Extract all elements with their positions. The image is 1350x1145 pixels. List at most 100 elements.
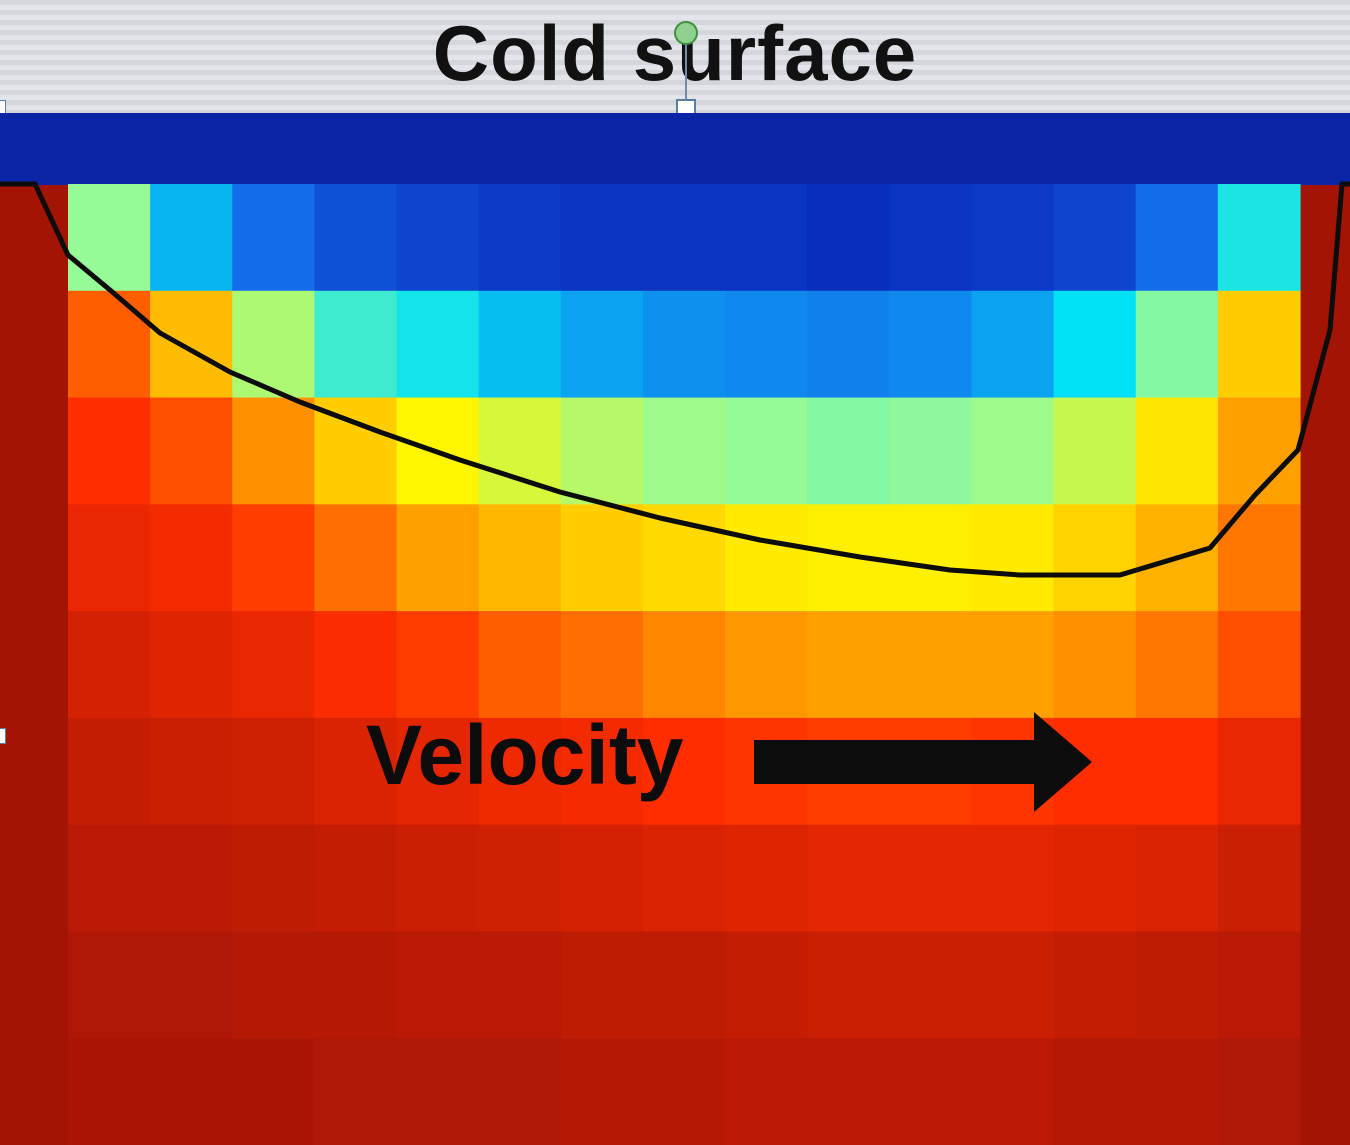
heatmap-cell <box>560 1038 644 1145</box>
heatmap-cell <box>1217 611 1301 719</box>
heatmap-cell <box>1135 397 1219 505</box>
heatmap-cell <box>889 397 973 505</box>
heatmap-cell <box>1053 1038 1137 1145</box>
cold-surface-band <box>0 113 1350 185</box>
heatmap-cell <box>889 1038 973 1145</box>
solidification-front-line <box>0 181 1350 578</box>
heatmap-cell <box>725 1038 808 1145</box>
heatmap-cell <box>1053 290 1137 399</box>
heatmap-cell <box>642 184 726 292</box>
heatmap-cell <box>1135 184 1219 292</box>
heatmap-cell <box>560 184 644 292</box>
heatmap-cell <box>232 1038 315 1145</box>
heatmap-cell <box>68 824 151 933</box>
heatmap-cell <box>642 717 726 826</box>
heatmap-cell <box>971 611 1055 719</box>
heatmap-cell <box>68 1038 151 1145</box>
heatmap-cell <box>642 1038 726 1145</box>
heatmap-cell <box>560 611 644 719</box>
heatmap-cell <box>68 397 151 505</box>
heatmap-cell <box>725 397 808 505</box>
cold-surface-header: Cold surface <box>0 0 1350 119</box>
heatmap-cell <box>642 824 726 933</box>
resize-handle-left-middle-icon[interactable] <box>0 728 6 744</box>
heatmap-cell <box>68 717 151 826</box>
heatmap-cell <box>68 184 151 292</box>
heatmap-cell <box>1053 611 1137 719</box>
heatmap-cell <box>725 931 808 1039</box>
heatmap-cell <box>314 504 398 612</box>
heatmap-cell <box>1217 1038 1301 1145</box>
heatmap-cell <box>1053 931 1137 1039</box>
selection-handle-stem <box>685 44 687 100</box>
heatmap-cell <box>1053 397 1137 505</box>
heatmap-cell <box>642 290 726 399</box>
heatmap-cell <box>232 931 315 1039</box>
heatmap-cell <box>971 397 1055 505</box>
heatmap-cell <box>150 184 233 292</box>
heatmap-cell <box>150 717 233 826</box>
heatmap-cell <box>807 184 890 292</box>
heatmap-cell <box>560 397 644 505</box>
heatmap-cell <box>560 290 644 399</box>
heatmap-cell <box>725 504 808 612</box>
heatmap-cell <box>478 931 562 1039</box>
heatmap-cell <box>68 290 151 399</box>
heatmap-cell <box>889 184 973 292</box>
heatmap-cell <box>971 931 1055 1039</box>
heatmap-cell <box>314 184 398 292</box>
heatmap-cell <box>1135 717 1219 826</box>
heatmap-cell <box>725 184 808 292</box>
heatmap-cell <box>1135 824 1219 933</box>
heatmap-cell <box>150 931 233 1039</box>
heatmap-cell <box>807 931 890 1039</box>
cold-surface-title: Cold surface <box>432 9 918 97</box>
heatmap-cell <box>232 290 315 399</box>
heatmap-cell <box>68 504 151 612</box>
heatmap-cell <box>314 931 398 1039</box>
heatmap-cell <box>807 1038 890 1145</box>
heatmap-cell <box>971 1038 1055 1145</box>
heatmap-cell <box>1135 611 1219 719</box>
heatmap-cell <box>1217 824 1301 933</box>
heatmap-cell <box>478 611 562 719</box>
heatmap-cell <box>560 717 644 826</box>
heatmap-cell <box>150 504 233 612</box>
heatmap-cell <box>232 184 315 292</box>
heatmap-cell <box>889 611 973 719</box>
heatmap-cell <box>314 397 398 505</box>
heatmap-cell <box>889 824 973 933</box>
heatmap-cell <box>314 290 398 399</box>
heatmap-cell <box>807 824 890 933</box>
heatmap-cell <box>1053 504 1137 612</box>
heatmap-cell <box>150 397 233 505</box>
heatmap-cell <box>232 504 315 612</box>
heatmap-cell <box>560 931 644 1039</box>
heatmap-cell <box>1053 184 1137 292</box>
heatmap-cell <box>1217 290 1301 399</box>
heatmap-cell <box>971 504 1055 612</box>
heatmap-cell <box>1217 717 1301 826</box>
heatmap-cell <box>889 931 973 1039</box>
heatmap-cell <box>642 504 726 612</box>
heatmap-cell <box>314 824 398 933</box>
heatmap-cell <box>232 611 315 719</box>
heatmap-cell <box>68 931 151 1039</box>
heatmap-cell <box>807 611 890 719</box>
heatmap-cell <box>68 611 151 719</box>
heatmap-cell <box>396 504 480 612</box>
heatmap-cell <box>889 504 973 612</box>
heatmap-cell <box>314 717 398 826</box>
rotate-handle-icon[interactable] <box>674 21 698 45</box>
heatmap-cell <box>478 717 562 826</box>
heatmap-cell <box>478 1038 562 1145</box>
heatmap-cell <box>1135 931 1219 1039</box>
heatmap-cell <box>560 504 644 612</box>
heatmap-cell <box>478 184 562 292</box>
heatmap-cell <box>807 397 890 505</box>
heatmap-cell <box>478 504 562 612</box>
heatmap-cell <box>560 824 644 933</box>
heatmap-cell <box>396 290 480 399</box>
heatmap-cell <box>807 290 890 399</box>
